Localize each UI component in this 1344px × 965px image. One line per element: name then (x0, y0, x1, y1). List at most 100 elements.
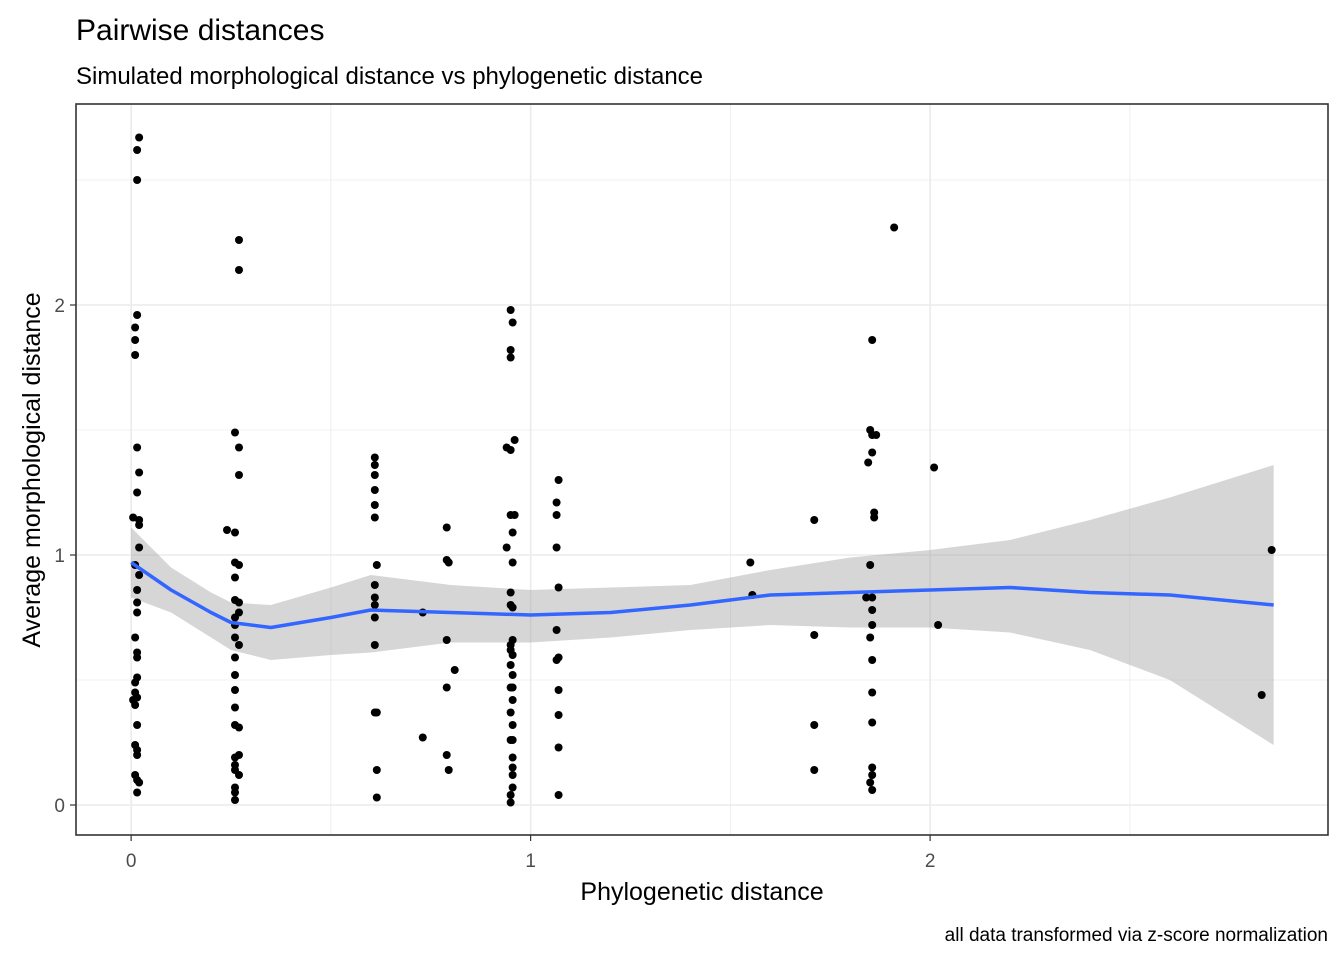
data-point (868, 656, 877, 664)
data-point (868, 688, 877, 697)
data-point (135, 543, 144, 552)
data-point (552, 656, 561, 664)
data-point (554, 583, 563, 592)
data-point (870, 513, 879, 522)
data-point (890, 223, 899, 232)
data-point (133, 653, 142, 662)
data-point (502, 543, 511, 552)
data-point (370, 601, 379, 609)
data-point (131, 678, 140, 687)
data-point (506, 791, 515, 799)
data-point (230, 528, 239, 537)
data-point (506, 306, 515, 314)
data-point (372, 766, 381, 774)
data-point (372, 708, 381, 717)
caption: all data transformed via z-score normali… (945, 925, 1328, 946)
data-point (133, 488, 142, 497)
data-point (133, 176, 142, 184)
data-point (934, 621, 943, 629)
data-point (442, 751, 451, 759)
data-point (506, 588, 515, 597)
data-point (506, 708, 515, 717)
data-point (370, 581, 379, 589)
data-point (230, 671, 239, 679)
data-point (370, 486, 379, 494)
data-point (746, 558, 755, 567)
data-point (930, 463, 939, 472)
data-point (133, 586, 142, 594)
data-point (418, 733, 427, 742)
y-axis-label: Average morphological distance (18, 292, 46, 647)
data-point (554, 476, 563, 484)
data-point (133, 311, 142, 319)
plot-panel (76, 104, 1328, 835)
data-point (234, 236, 243, 244)
data-point (230, 686, 239, 694)
data-point (370, 613, 379, 622)
plot-border (75, 103, 1329, 836)
y-tick-label: 0 (54, 796, 65, 817)
data-point (552, 498, 561, 507)
data-point (223, 526, 232, 534)
data-point (508, 603, 517, 612)
data-point (230, 788, 239, 797)
data-point (444, 766, 453, 774)
data-point (131, 323, 140, 332)
data-point (131, 351, 140, 359)
data-point (862, 593, 871, 602)
data-point (230, 633, 239, 642)
x-axis-label: Phylogenetic distance (580, 878, 823, 906)
data-point (508, 318, 517, 327)
data-point (810, 766, 819, 774)
data-point (868, 763, 877, 772)
data-point (1267, 546, 1276, 554)
data-point (234, 723, 243, 732)
data-point (866, 561, 875, 569)
data-point (230, 703, 239, 712)
data-point (230, 613, 239, 622)
y-tick-label: 2 (54, 296, 65, 317)
data-point (506, 346, 515, 354)
data-point (234, 266, 243, 274)
data-point (872, 431, 881, 439)
data-point (510, 436, 519, 444)
data-point (868, 718, 877, 727)
data-point (234, 771, 243, 779)
data-point (508, 558, 517, 567)
data-point (444, 558, 453, 567)
data-point (442, 683, 451, 692)
data-point (1257, 691, 1266, 699)
data-point (370, 461, 379, 469)
data-point (868, 621, 877, 629)
data-point (370, 513, 379, 522)
data-point (554, 686, 563, 694)
data-point (135, 778, 144, 787)
data-point (133, 443, 142, 452)
data-point (868, 448, 877, 457)
data-point (133, 721, 142, 729)
data-point (131, 701, 140, 709)
data-point (131, 336, 140, 344)
data-point (868, 786, 877, 794)
data-point (552, 626, 561, 634)
chart-subtitle: Simulated morphological distance vs phyl… (76, 63, 703, 90)
data-point (864, 458, 873, 467)
data-point (135, 468, 144, 477)
data-point (508, 771, 517, 779)
data-point (506, 446, 515, 454)
data-point (234, 471, 243, 479)
data-point (508, 753, 517, 762)
data-point (506, 661, 515, 669)
data-point (372, 561, 381, 569)
data-point (508, 696, 517, 704)
data-point (554, 791, 563, 799)
chart-title: Pairwise distances (76, 14, 324, 47)
data-point (230, 428, 239, 437)
data-point (506, 353, 515, 362)
data-point (234, 598, 243, 607)
data-point (370, 453, 379, 462)
data-point (868, 606, 877, 614)
data-point (135, 571, 144, 579)
y-tick-label: 1 (54, 546, 65, 567)
